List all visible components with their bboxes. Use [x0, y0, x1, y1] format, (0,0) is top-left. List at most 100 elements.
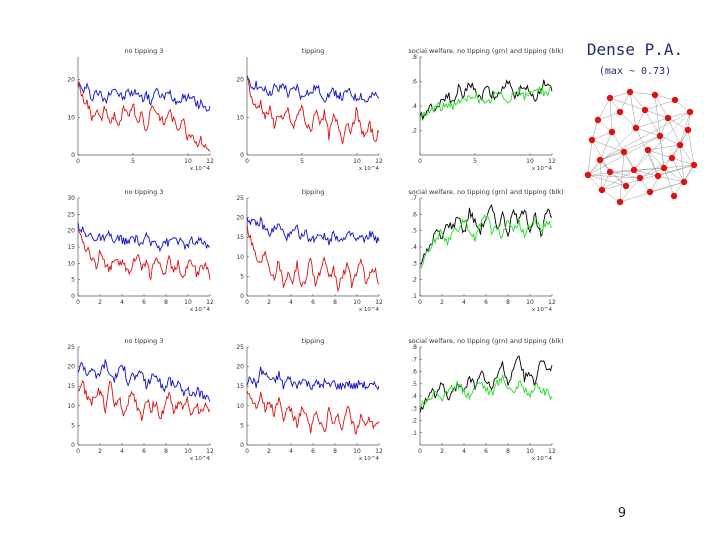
network-edge [609, 171, 627, 187]
y-tick-label: .2 [411, 277, 417, 284]
y-tick-label: 15 [67, 244, 75, 251]
y-tick-label: 10 [236, 114, 244, 121]
network-edge [591, 131, 613, 141]
network-edge [587, 174, 641, 179]
y-tick-label: 15 [67, 383, 75, 390]
slide-title: Dense P.A. [586, 40, 684, 59]
y-tick-label: .8 [411, 54, 417, 61]
network-edge [599, 135, 661, 161]
x-scale-label: x 10^4 [532, 307, 553, 313]
slide-subtitle: (max ~ 0.73) [598, 66, 672, 77]
network-edge [647, 149, 659, 177]
network-edge [663, 167, 675, 197]
network-edge [611, 131, 625, 153]
y-tick-label: 25 [236, 195, 244, 202]
x-tick-label: 10 [526, 448, 534, 455]
network-node [646, 188, 654, 196]
series-line-blue [246, 216, 380, 246]
y-tick-label: .4 [411, 103, 417, 110]
x-scale-label: x 10^4 [359, 166, 380, 172]
network-edge [619, 177, 641, 203]
subplot-2: tipping 0 10 20 0 5 10 12x 10^4 [236, 47, 383, 172]
network-edge [647, 149, 665, 169]
x-tick-label: 8 [333, 299, 337, 306]
network-edge [609, 97, 613, 133]
network-node [676, 141, 684, 149]
network-edge [587, 159, 601, 176]
x-tick-label: 0 [76, 448, 80, 455]
network-edge [679, 144, 695, 166]
y-tick-label: 20 [236, 77, 244, 84]
x-tick-label: 10 [353, 448, 361, 455]
x-tick-label: 6 [311, 299, 315, 306]
network-edge [679, 111, 691, 146]
series-line-black [419, 204, 553, 265]
x-tick-label: 10 [184, 299, 192, 306]
network-edge [644, 99, 676, 111]
y-tick-label: .2 [411, 418, 417, 425]
network-edge [635, 109, 646, 129]
y-tick-label: 10 [236, 254, 244, 261]
network-edge [601, 164, 695, 191]
network-node [654, 172, 662, 180]
x-tick-label: 5 [473, 158, 477, 165]
x-tick-label: 6 [311, 448, 315, 455]
network-edge [599, 131, 613, 161]
network-edge [591, 139, 625, 153]
x-tick-label: 10 [526, 299, 534, 306]
network-node [630, 166, 638, 174]
network-edge [597, 97, 611, 121]
network-edge [629, 91, 637, 129]
network-edge [609, 91, 631, 99]
x-tick-label: 4 [289, 448, 293, 455]
y-tick-label: .5 [411, 381, 417, 388]
x-tick-label: 6 [484, 448, 488, 455]
network-edge [587, 174, 627, 187]
series-line-red [77, 229, 211, 281]
y-tick-label: 0 [71, 152, 75, 159]
network-edge [609, 171, 641, 179]
network-node [686, 108, 694, 116]
network-node [622, 182, 630, 190]
x-scale-label: x 10^4 [532, 456, 553, 462]
network-edge [639, 157, 673, 179]
x-tick-label: 12 [375, 158, 383, 165]
network-edge [609, 97, 646, 111]
y-tick-label: 0 [71, 293, 75, 300]
x-tick-label: 12 [206, 299, 214, 306]
network-edge [654, 94, 669, 119]
subplot-title: no tipping 3 [124, 337, 163, 345]
network-edge [633, 169, 659, 177]
x-tick-label: 4 [462, 299, 466, 306]
x-tick-label: 5 [131, 158, 135, 165]
y-tick-label: .7 [411, 356, 417, 363]
network-edge [647, 144, 681, 151]
network-node [616, 108, 624, 116]
network-node [644, 146, 652, 154]
network-edge [629, 91, 646, 111]
subplot-title: tipping [302, 47, 325, 55]
x-tick-label: 12 [548, 158, 556, 165]
x-tick-label: 4 [120, 299, 124, 306]
network-edge [597, 111, 621, 121]
subplot-title: tipping [302, 337, 325, 345]
y-tick-label: .6 [411, 211, 417, 218]
y-tick-label: 0 [71, 442, 75, 449]
network-edge [601, 169, 635, 191]
subplot-7: no tipping 3 0 5 10 15 20 25 0 2 4 6 8 10 12x 10^4 [67, 337, 214, 462]
x-tick-label: 8 [164, 299, 168, 306]
y-tick-label: 5 [71, 422, 75, 429]
y-tick-label: 25 [236, 344, 244, 351]
y-tick-label: 10 [67, 260, 75, 267]
y-tick-label: 20 [67, 228, 75, 235]
x-tick-label: 10 [184, 158, 192, 165]
y-tick-label: 0 [240, 442, 244, 449]
y-tick-label: 5 [71, 277, 75, 284]
y-tick-label: .4 [411, 393, 417, 400]
x-scale-label: x 10^4 [532, 166, 553, 172]
x-tick-label: 0 [245, 448, 249, 455]
network-edge [639, 167, 665, 179]
network-edge [635, 117, 669, 129]
network-node [668, 154, 676, 162]
network-node [588, 136, 596, 144]
